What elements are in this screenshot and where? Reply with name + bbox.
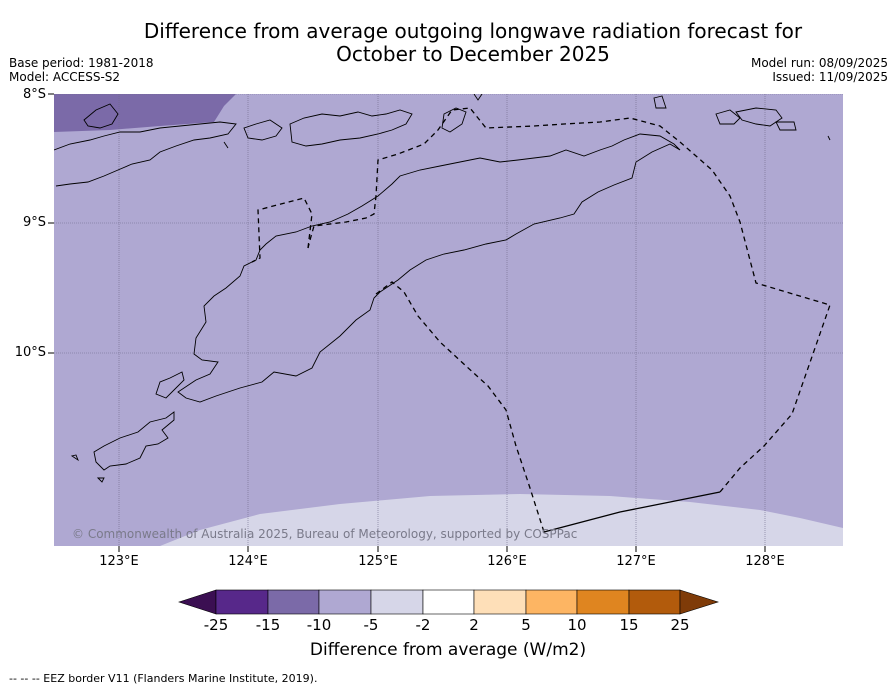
colorbar-swatch-1 <box>215 589 269 615</box>
colorbar <box>178 589 719 615</box>
meta-right: Model run: 08/09/2025 Issued: 11/09/2025 <box>751 56 888 84</box>
colorbar-extend-low <box>178 589 217 615</box>
base-period: Base period: 1981-2018 <box>9 56 154 70</box>
issued-date: Issued: 11/09/2025 <box>772 70 888 84</box>
anomaly-field-light <box>160 494 843 546</box>
colorbar-tick: -5 <box>363 616 379 634</box>
lon-label-127e: 127°E <box>616 554 656 569</box>
coastlines <box>54 94 831 483</box>
colorbar-swatch-7 <box>525 589 578 615</box>
lon-label-123e: 123°E <box>99 554 139 569</box>
title-line-2: October to December 2025 <box>336 42 610 66</box>
colorbar-swatch-4 <box>370 589 424 615</box>
colorbar-tick: 10 <box>567 616 587 634</box>
model-run: Model run: 08/09/2025 <box>750 56 888 70</box>
lon-label-126e: 126°E <box>487 554 527 569</box>
colorbar-tick: -10 <box>306 616 332 634</box>
lon-label-124e: 124°E <box>228 554 268 569</box>
lat-label-8s: 8°S <box>22 87 46 102</box>
colorbar-swatch-5 <box>422 589 475 615</box>
colorbar-swatch-3 <box>318 589 372 615</box>
colorbar-swatch-8 <box>576 589 630 615</box>
copyright-notice: © Commonwealth of Australia 2025, Bureau… <box>72 527 578 541</box>
graticule <box>54 94 843 546</box>
colorbar-extend-high <box>679 589 719 615</box>
colorbar-tick: -25 <box>203 616 229 634</box>
axis-ticks <box>48 93 766 552</box>
colorbar-swatch-6 <box>473 589 527 615</box>
colorbar-swatch-2 <box>267 589 320 615</box>
lat-label-10s: 10°S <box>14 345 46 360</box>
anomaly-field-main <box>54 94 843 546</box>
lon-label-128e: 128°E <box>745 554 785 569</box>
colorbar-label: Difference from average (W/m2) <box>309 640 587 660</box>
lat-label-9s: 9°S <box>22 215 46 230</box>
colorbar-tick: 5 <box>521 616 531 634</box>
map-area <box>54 94 843 546</box>
colorbar-tick: 2 <box>469 616 479 634</box>
colorbar-tick: 15 <box>619 616 639 634</box>
model-name: Model: ACCESS-S2 <box>9 70 121 84</box>
meta-left: Base period: 1981-2018 Model: ACCESS-S2 <box>9 56 154 84</box>
colorbar-swatch-9 <box>628 589 681 615</box>
lon-label-125e: 125°E <box>358 554 398 569</box>
colorbar-tick: -2 <box>415 616 431 634</box>
eez-border <box>251 107 831 533</box>
eez-footnote: -- -- -- EEZ border V11 (Flanders Marine… <box>9 672 318 685</box>
title-line-1: Difference from average outgoing longwav… <box>143 19 803 43</box>
colorbar-tick: 25 <box>670 616 690 634</box>
colorbar-tick: -15 <box>255 616 281 634</box>
anomaly-field-dark <box>54 94 236 132</box>
map-title: Difference from average outgoing longwav… <box>0 20 896 66</box>
